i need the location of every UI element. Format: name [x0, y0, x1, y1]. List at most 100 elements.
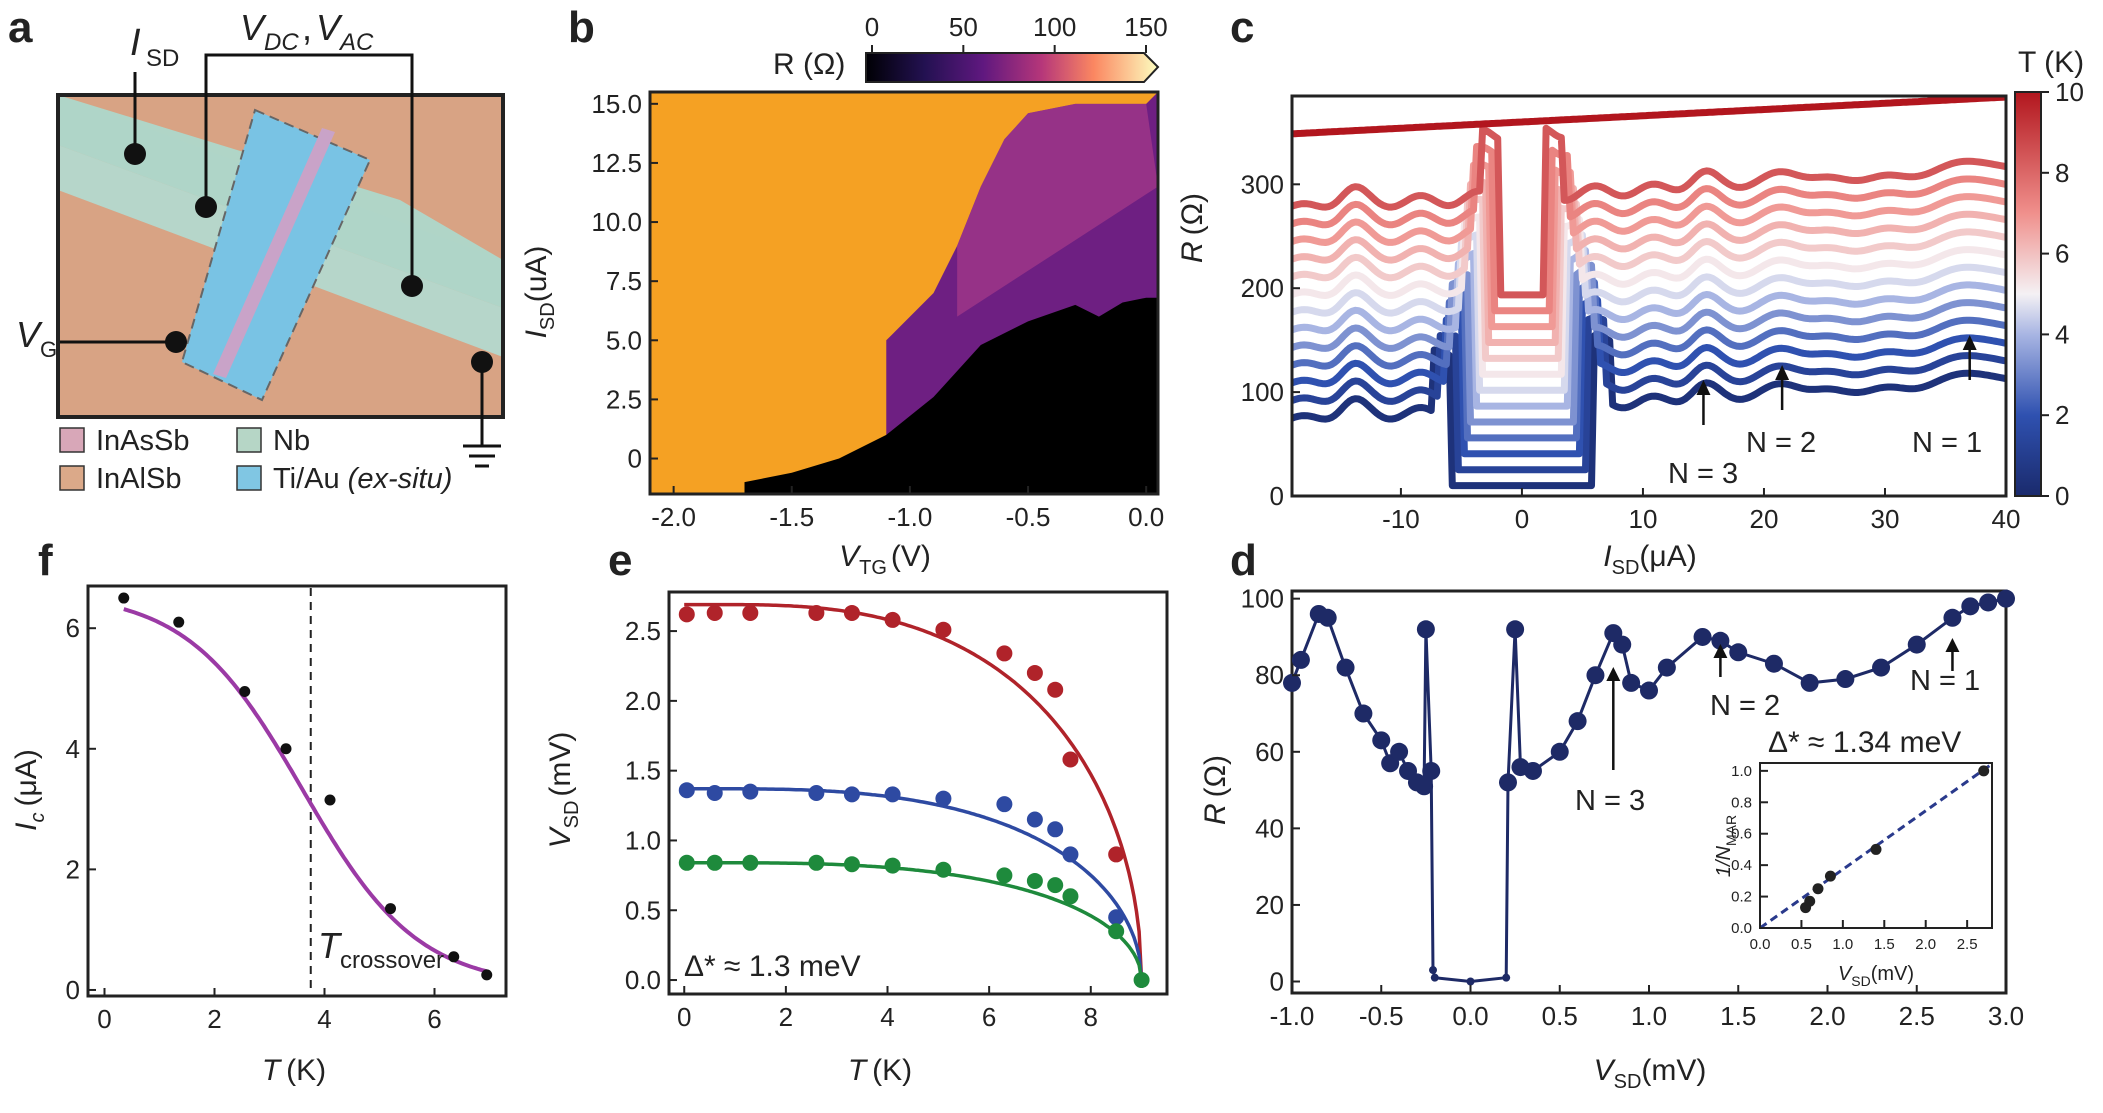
f-x-ticks: 0 2 4 6: [97, 988, 442, 1034]
d-inset-data-point: [1870, 843, 1882, 855]
e-data-point: [843, 786, 860, 803]
d-inset-x-tick-label: 0.0: [1750, 936, 1771, 953]
d-data-point: [1640, 681, 1658, 700]
c-series-line: [1292, 124, 2006, 299]
c-annotation-arrowhead: [1775, 365, 1790, 380]
d-data-point: [1430, 973, 1439, 982]
vdc-contact-right: [401, 275, 423, 297]
legend-swatch-inassb: [59, 427, 85, 453]
e-fit-line: [684, 602, 1144, 981]
d-data-point: [1422, 761, 1441, 780]
e-data-point: [678, 854, 695, 871]
heatmap-x-tick-label: -1.0: [888, 502, 933, 532]
f-data-point: [280, 743, 292, 755]
heatmap-y-tick-label: 10.0: [591, 207, 642, 237]
heatmap-area: [650, 92, 1158, 494]
c-x-tick-label: 10: [1628, 504, 1657, 534]
d-data-point: [1711, 631, 1730, 650]
d-annotation-label: N = 1: [1910, 665, 1980, 697]
e-data-point: [1108, 846, 1125, 863]
colorbar-tick-label: 100: [1033, 12, 1076, 42]
e-data-point: [1062, 846, 1079, 863]
d-data-point: [1836, 670, 1855, 689]
d-data-point: [1498, 773, 1517, 792]
d-data-point: [1523, 761, 1542, 780]
panel-b: b -2.0 -1.5 -1.0 -0.5 0.0 0 2.5 5.0 7.5 10.0 12.5…: [520, 3, 1168, 579]
d-y-tick-label: 40: [1255, 813, 1284, 843]
panel-b-label: b: [568, 3, 595, 52]
c-annotation-label: N = 2: [1746, 427, 1816, 459]
heatmap-y-unit: (uA): [520, 246, 553, 303]
d-x-label: VSD(mV): [1594, 1054, 1707, 1093]
heatmap-x-ticks: -2.0 -1.5 -1.0 -0.5 0.0: [651, 486, 1164, 532]
d-x-tick-label: -1.0: [1270, 1001, 1315, 1031]
f-y-unit: (μA): [10, 749, 43, 806]
d-data-point: [1961, 597, 1980, 616]
d-data-point: [1943, 608, 1962, 627]
c-y-tick-label: 0: [1270, 481, 1284, 511]
c-frame: [1290, 94, 2008, 498]
c-x-tick-label: 20: [1750, 504, 1779, 534]
e-data-point: [884, 857, 901, 874]
heatmap-y-tick-label: 12.5: [591, 148, 642, 178]
c-series-line: [1292, 96, 2006, 138]
f-x-label: T (K): [262, 1054, 326, 1087]
c-colorbar-tick-label: 2: [2055, 400, 2069, 430]
d-inset-x-ticks: 0.0 0.5 1.0 1.5 2.0 2.5: [1750, 920, 1978, 953]
e-x-tick-label: 8: [1084, 1002, 1098, 1032]
panel-c-label: c: [1230, 3, 1254, 52]
d-inset-y-tick-label: 0.2: [1731, 889, 1752, 906]
d-inset-x-tick-label: 2.5: [1957, 936, 1978, 953]
d-annotation-arrowhead: [1606, 667, 1621, 681]
e-delta-text: Δ* ≈ 1.3 meV: [684, 950, 861, 983]
vac-label-sub: AC: [338, 29, 374, 56]
device-legend: InAsSb Nb InAlSb Ti/Au (ex-situ): [59, 425, 452, 495]
legend-swatch-tiau: [236, 465, 262, 491]
legend-inassb: InAsSb: [96, 425, 190, 457]
c-curves: [1292, 96, 2006, 490]
f-x-tick-label: 6: [427, 1004, 441, 1034]
c-series-line: [1292, 332, 2006, 490]
c-series-line: [1292, 296, 2006, 458]
c-series-line: [1292, 178, 2006, 346]
d-data-point: [1283, 673, 1301, 692]
e-data-point: [1026, 664, 1043, 681]
d-annotation-arrowhead: [1713, 644, 1728, 658]
d-y-label: R (Ω): [1199, 755, 1232, 825]
isd-label: I: [130, 22, 141, 64]
vdc-wire: [204, 53, 414, 286]
f-data-point: [324, 794, 336, 806]
d-y-var: R: [1199, 803, 1232, 825]
c-y-label: R (Ω): [1176, 193, 1209, 263]
e-data-point: [706, 854, 723, 871]
c-x-label: ISD(μA): [1603, 540, 1696, 579]
c-y-tick-label: 200: [1241, 273, 1284, 303]
d-data-point: [1354, 704, 1373, 723]
e-y-label: VSD (mV): [544, 732, 583, 849]
c-colorbar: [2014, 91, 2042, 497]
f-plot: [118, 588, 493, 994]
c-annotation-arrowhead: [1696, 380, 1711, 395]
heatmap-x-tick-label: -0.5: [1006, 502, 1051, 532]
heatmap-y-tick-label: 5.0: [606, 325, 642, 355]
vdc-label-sub: DC: [264, 29, 299, 56]
e-data-point: [1108, 923, 1125, 940]
heatmap-y-tick-label: 0: [628, 444, 642, 474]
device-frame: [56, 93, 505, 419]
e-y-tick-label: 1.0: [625, 825, 661, 855]
f-crossover-var: T: [318, 925, 343, 966]
e-y-tick-label: 1.5: [625, 756, 661, 786]
d-y-tick-label: 60: [1255, 737, 1284, 767]
d-data-point: [1506, 620, 1525, 639]
d-data-point: [1800, 673, 1819, 692]
f-y-tick-label: 0: [66, 975, 80, 1005]
e-x-tick-label: 2: [779, 1002, 793, 1032]
heatmap-frame: [648, 90, 1160, 496]
panel-f-label: f: [38, 536, 53, 585]
c-series-line: [1292, 279, 2006, 442]
f-data-point: [448, 951, 460, 963]
heatmap-y-sub: SD: [537, 302, 559, 330]
e-x-unit: (K): [872, 1054, 912, 1087]
